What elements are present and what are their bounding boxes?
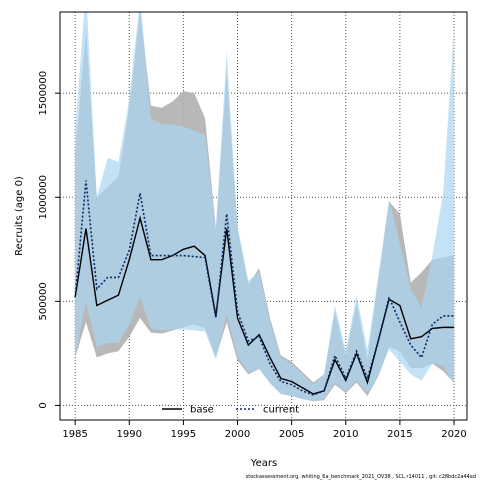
x-tick-label: 1985: [62, 429, 87, 440]
x-tick-label: 1995: [171, 429, 196, 440]
legend: base current: [162, 405, 299, 416]
x-tick-label: 2005: [279, 429, 304, 440]
y-tick-label: 500000: [38, 282, 49, 320]
x-axis-title: Years: [250, 458, 277, 469]
y-tick-label: 1500000: [38, 71, 49, 116]
confidence-bands: [75, 12, 455, 402]
x-tick-label: 2020: [441, 429, 466, 440]
x-tick-label: 2010: [333, 429, 358, 440]
current-confidence-band: [75, 12, 455, 402]
legend-base-label: base: [190, 405, 214, 416]
footer-note: stockassessment.org, whiting_6a_benchmar…: [246, 474, 476, 480]
plot-frame: [59, 11, 468, 421]
y-axis: 0 500000 1000000 1500000: [38, 71, 60, 409]
x-tick-label: 2000: [225, 429, 250, 440]
y-tick-label: 1000000: [38, 175, 49, 220]
x-tick-label: 2015: [387, 429, 412, 440]
series-lines: [74, 180, 455, 396]
y-axis-title: Recruits (age 0): [14, 176, 25, 256]
legend-current-label: current: [263, 405, 299, 416]
x-axis: 1985 1990 1995 2000 2005 2010 2015 2020: [62, 420, 467, 440]
x-tick-label: 1990: [117, 429, 142, 440]
y-tick-label: 0: [38, 402, 49, 408]
